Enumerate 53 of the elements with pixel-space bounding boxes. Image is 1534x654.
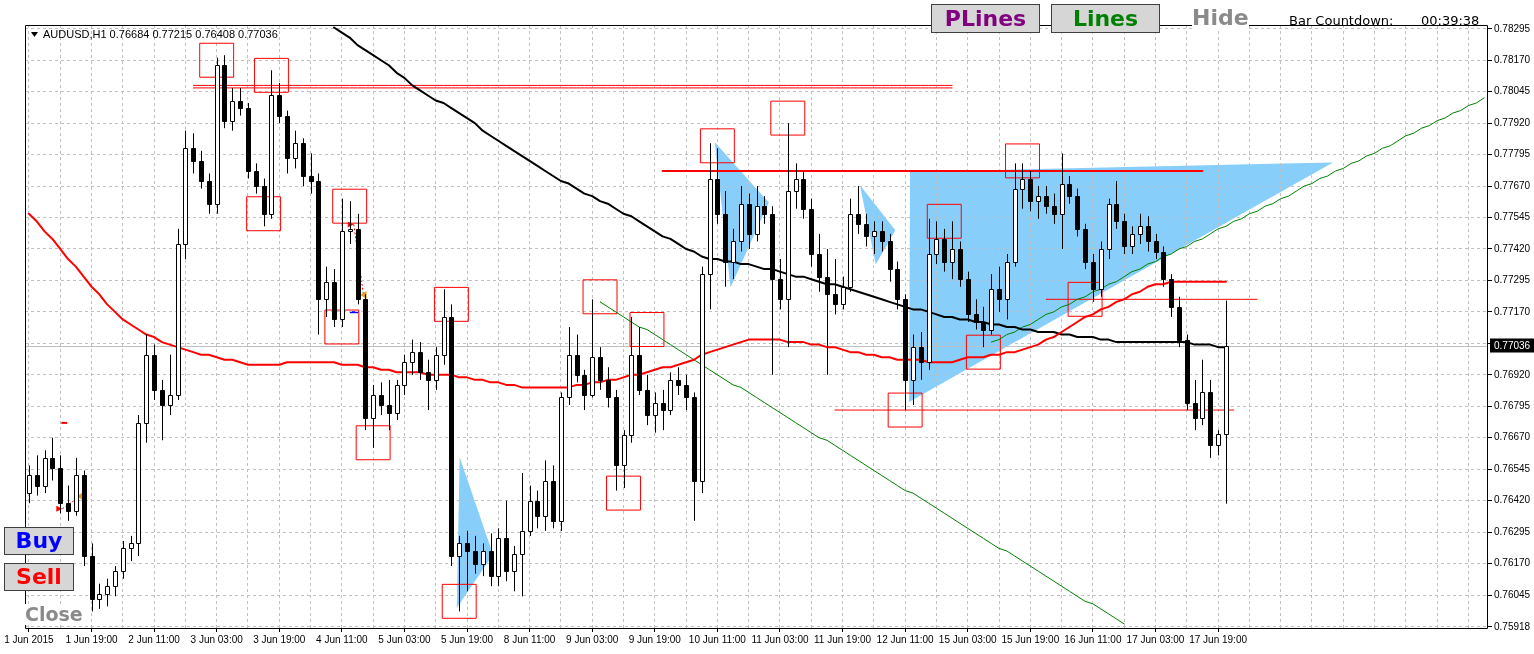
annotation: Lines (1072, 5, 1139, 31)
y-tick-label: 0.77170 (1494, 305, 1531, 317)
y-tick-label: 0.77420 (1494, 242, 1531, 254)
x-tick-label: 15 Jun 19:00 (1001, 633, 1060, 645)
x-tick-label: 10 Jun 11:00 (688, 633, 747, 645)
x-tick-label: 5 Jun 19:00 (440, 633, 494, 645)
x-tick-label: 12 Jun 11:00 (876, 633, 935, 645)
x-tick-label: 5 Jun 03:00 (378, 633, 432, 645)
y-tick-label: 0.76670 (1494, 431, 1531, 443)
annotation: Sell (16, 564, 62, 589)
x-tick-label: 3 Jun 19:00 (253, 633, 306, 645)
x-tick-label: 1 Jun 2015 (4, 633, 55, 645)
x-tick-label: 15 Jun 03:00 (938, 633, 998, 645)
x-tick-label: 4 Jun 11:00 (316, 633, 369, 645)
y-tick-label: 0.78170 (1494, 53, 1531, 65)
chart-title: AUDUSD,H1 0.76684 0.77215 0.76408 0.77036 (43, 28, 278, 40)
ref-line-label: 0.77036 (1494, 339, 1531, 351)
x-tick-label: 8 Jun 11:00 (503, 633, 556, 645)
y-tick-label: 0.76295 (1494, 525, 1531, 537)
annotation: Buy (15, 528, 63, 553)
button: Buy (4, 527, 74, 555)
y-tick-label: 0.76420 (1494, 494, 1531, 506)
x-tick-label: 17 Jun 03:00 (1126, 633, 1185, 645)
y-tick-label: 0.77670 (1494, 179, 1531, 191)
y-tick-label: 0.76920 (1494, 368, 1531, 380)
x-tick-label: 2 Jun 11:00 (128, 633, 181, 645)
x-tick-label: 16 Jun 11:00 (1064, 633, 1122, 645)
y-tick-label: 0.77795 (1494, 148, 1531, 160)
x-tick-label: 11 Jun 19:00 (814, 633, 872, 645)
y-tick-label: 0.78045 (1494, 85, 1531, 97)
annotation: PLines (944, 5, 1027, 31)
x-tick-label: 3 Jun 03:00 (190, 633, 244, 645)
y-tick-label: 0.77295 (1494, 274, 1531, 286)
x-tick-label: 9 Jun 19:00 (628, 633, 682, 645)
y-tick-label: 0.75918 (1494, 620, 1531, 632)
y-tick-label: 0.78295 (1494, 22, 1531, 34)
annotation: Hide (1192, 5, 1249, 31)
x-tick-label: 11 Jun 03:00 (751, 633, 809, 645)
y-tick-label: 0.76170 (1494, 557, 1531, 569)
x-tick-label: 9 Jun 03:00 (566, 633, 619, 645)
y-tick-label: 0.77920 (1494, 116, 1531, 128)
y-tick-label: 0.77545 (1494, 211, 1531, 223)
button: Lines (1051, 4, 1160, 33)
button: PLines (931, 4, 1040, 33)
button: Sell (4, 563, 74, 591)
y-tick-label: 0.76545 (1494, 462, 1531, 474)
annotation: Close (25, 603, 83, 625)
annotation: 00:39:38 (1421, 13, 1480, 29)
y-tick-label: 0.76795 (1494, 400, 1531, 412)
annotation: Bar Countdown: (1289, 13, 1394, 29)
x-tick-label: 17 Jun 19:00 (1189, 633, 1248, 645)
x-tick-label: 1 Jun 19:00 (65, 633, 119, 645)
y-tick-label: 0.76045 (1494, 588, 1531, 600)
